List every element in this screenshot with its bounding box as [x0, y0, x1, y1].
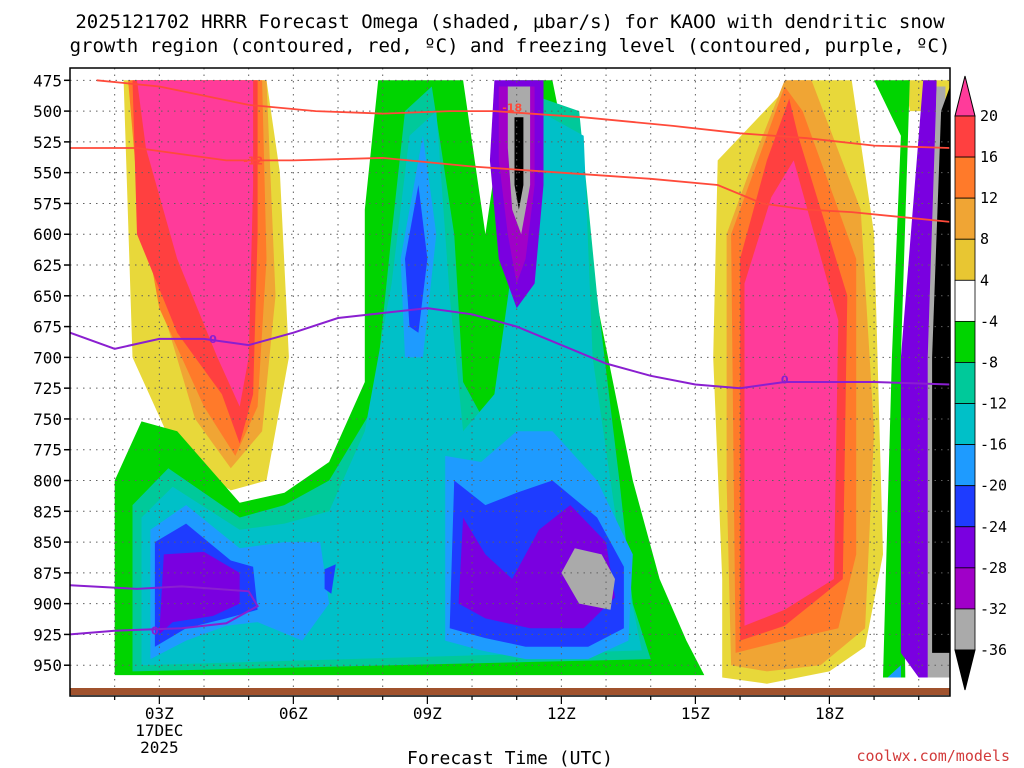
y-tick-label-700: 700 — [33, 348, 62, 367]
freezing-level-label-2: 0 — [151, 625, 159, 638]
grid-lines — [70, 68, 950, 696]
colorbar-swatch-7 — [954, 362, 976, 404]
dgz-contour-0 — [96, 79, 950, 149]
colorbar-label-1: 16 — [980, 148, 998, 166]
colorbar-label-6: -8 — [980, 353, 998, 371]
colorbar-swatch-8 — [954, 403, 976, 446]
omega-field-14 — [324, 564, 336, 594]
colorbar-swatch-6 — [954, 320, 976, 363]
y-tick-label-525: 525 — [33, 133, 62, 152]
y-tick-label-725: 725 — [33, 379, 62, 398]
colorbar-bottom-arrow — [954, 649, 976, 691]
omega-field-28 — [874, 80, 910, 678]
colorbar-swatch-9 — [954, 444, 976, 487]
credit-text: coolwx.com/models — [856, 747, 1010, 765]
x-axis-title: Forecast Time (UTC) — [407, 748, 613, 768]
omega-field-26 — [744, 160, 839, 626]
colorbar-label-5: -4 — [980, 312, 998, 330]
omega-shaded-fields — [70, 80, 950, 684]
y-tick-label-900: 900 — [33, 595, 62, 614]
colorbar-swatch-12 — [954, 567, 976, 610]
chart-title-line-1: 2025121702 HRRR Forecast Omega (shaded, … — [75, 11, 945, 33]
x-tick-label-15Z: 15Z — [681, 704, 710, 723]
colorbar-label-11: -28 — [980, 559, 1007, 577]
colorbar: 20 16 12 8 4 -4 -8 -12 -16 -20 -24 -28 -32 -36 — [954, 75, 1007, 691]
dgz-contour-1 — [70, 147, 950, 223]
y-tick-label-650: 650 — [33, 287, 62, 306]
y-tick-label-600: 600 — [33, 225, 62, 244]
colorbar-swatch-10 — [954, 485, 976, 528]
colorbar-swatch-4 — [954, 238, 976, 281]
colorbar-swatch-11 — [954, 526, 976, 569]
x-tick-label-06Z: 06Z — [279, 704, 308, 723]
colorbar-label-10: -24 — [980, 518, 1007, 536]
x-tick-label-12Z: 12Z — [547, 704, 576, 723]
y-tick-label-500: 500 — [33, 102, 62, 121]
colorbar-swatch-3 — [954, 197, 976, 240]
y-tick-label-950: 950 — [33, 656, 62, 675]
freezing-level-contour-1 — [70, 584, 259, 636]
y-tick-label-825: 825 — [33, 502, 62, 521]
colorbar-label-13: -36 — [980, 641, 1007, 659]
colorbar-label-7: -12 — [980, 395, 1007, 413]
colorbar-top-arrow — [954, 75, 976, 117]
freezing-level-label-1: 0 — [781, 374, 789, 387]
plot-frame — [69, 67, 951, 697]
y-tick-label-550: 550 — [33, 164, 62, 183]
x-tick-date: 17DEC — [135, 721, 183, 740]
y-tick-label-475: 475 — [33, 71, 62, 90]
chart-title-line-2: growth region (contoured, red, ºC) and f… — [70, 35, 951, 57]
y-tick-label-675: 675 — [33, 318, 62, 337]
y-tick-label-800: 800 — [33, 472, 62, 491]
colorbar-label-0: 20 — [980, 107, 998, 125]
x-tick-label-03Z: 03Z — [145, 704, 174, 723]
x-tick-label-09Z: 09Z — [413, 704, 442, 723]
y-tick-label-625: 625 — [33, 256, 62, 275]
colorbar-label-3: 8 — [980, 230, 989, 248]
dgz-contour-label-0: -18 — [502, 101, 522, 114]
colorbar-label-4: 4 — [980, 271, 989, 289]
colorbar-label-9: -20 — [980, 477, 1007, 495]
colorbar-label-2: 12 — [980, 189, 998, 207]
colorbar-swatch-5 — [954, 279, 976, 322]
y-tick-label-875: 875 — [33, 564, 62, 583]
omega-field-4 — [137, 80, 254, 407]
contour-lines: -18 -12 0 0 0 — [70, 79, 950, 638]
colorbar-swatch-1 — [954, 115, 976, 158]
x-tick-year: 2025 — [140, 738, 179, 757]
colorbar-label-12: -32 — [980, 600, 1007, 618]
y-tick-label-775: 775 — [33, 441, 62, 460]
colorbar-swatch-13 — [954, 608, 976, 651]
y-tick-label-850: 850 — [33, 533, 62, 552]
y-tick-label-925: 925 — [33, 625, 62, 644]
colorbar-label-8: -16 — [980, 436, 1007, 454]
freezing-level-label-0: 0 — [209, 333, 217, 346]
colorbar-swatch-2 — [954, 156, 976, 199]
omega-field-29 — [887, 665, 901, 678]
omega-field-32 — [932, 86, 950, 653]
pressure-axis: 475 500 525 550 575 600 625 650 675 700 725 750 775 8… — [33, 71, 70, 675]
dgz-contour-label-1: -12 — [243, 154, 263, 167]
freezing-level-contour-0 — [70, 307, 950, 390]
y-tick-label-575: 575 — [33, 194, 62, 213]
terrain-bar — [70, 688, 950, 695]
omega-field-30 — [900, 80, 937, 678]
x-tick-label-18Z: 18Z — [815, 704, 844, 723]
omega-field-21 — [561, 548, 615, 610]
y-tick-label-750: 750 — [33, 410, 62, 429]
